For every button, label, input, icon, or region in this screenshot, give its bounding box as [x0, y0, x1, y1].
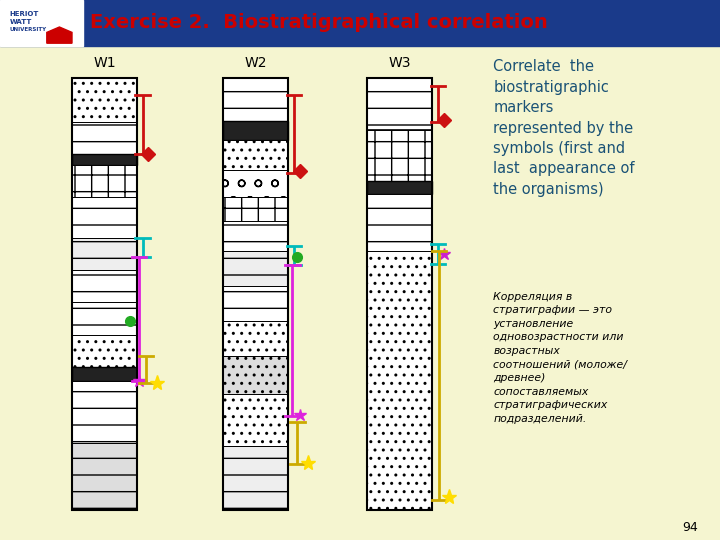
Text: W3: W3 — [388, 56, 411, 70]
Bar — [223, 78, 288, 510]
Bar — [0, 0, 83, 46]
Bar — [72, 78, 137, 122]
Bar — [223, 321, 288, 356]
Text: HERIOT: HERIOT — [9, 10, 39, 17]
Text: 94: 94 — [683, 521, 698, 534]
Text: Correlate  the
biostratigraphic
markers
represented by the
symbols (first and
la: Correlate the biostratigraphic markers r… — [493, 59, 635, 197]
Bar — [72, 78, 137, 510]
Bar — [223, 446, 288, 510]
Bar — [367, 251, 432, 510]
Bar — [72, 443, 137, 510]
Bar — [72, 154, 137, 165]
Bar — [223, 356, 288, 394]
Bar — [367, 130, 432, 181]
Bar — [72, 335, 137, 367]
Bar — [223, 286, 288, 321]
Bar — [72, 367, 137, 381]
Bar — [367, 78, 432, 130]
Bar — [223, 78, 288, 122]
Bar — [72, 270, 137, 302]
Text: UNIVERSITY: UNIVERSITY — [9, 27, 47, 32]
Bar — [223, 140, 288, 170]
Bar — [72, 302, 137, 335]
Text: W1: W1 — [93, 56, 116, 70]
Bar — [223, 122, 288, 140]
Bar — [72, 381, 137, 443]
Text: Корреляция в
стратиграфии — это
установление
одновозрастности или
возрастных
соо: Корреляция в стратиграфии — это установл… — [493, 292, 627, 424]
Bar — [223, 394, 288, 446]
Text: Exercise 2.  Biostratigraphical correlation: Exercise 2. Biostratigraphical correlati… — [90, 13, 548, 32]
Bar — [72, 165, 137, 197]
Bar — [72, 238, 137, 270]
Text: WATT: WATT — [9, 18, 32, 25]
Bar — [223, 170, 288, 197]
Bar — [367, 78, 432, 510]
Bar — [223, 221, 288, 251]
Bar — [72, 122, 137, 154]
Bar — [367, 181, 432, 194]
Bar — [0, 0, 720, 46]
Polygon shape — [47, 27, 72, 43]
Bar — [223, 251, 288, 286]
Bar — [223, 197, 288, 221]
Text: W2: W2 — [244, 56, 267, 70]
Bar — [72, 197, 137, 238]
Bar — [367, 194, 432, 251]
